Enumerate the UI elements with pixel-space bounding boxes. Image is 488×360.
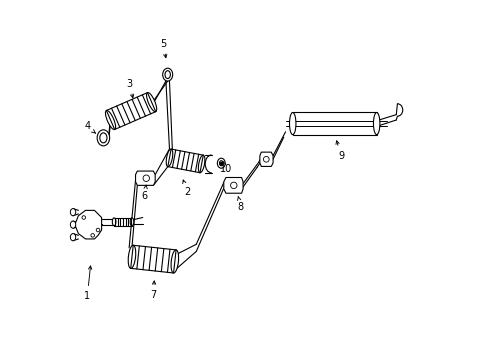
Ellipse shape [166,149,172,167]
Ellipse shape [128,245,136,268]
Ellipse shape [70,208,76,216]
Ellipse shape [263,157,268,162]
Ellipse shape [373,112,379,135]
Text: 5: 5 [160,39,166,58]
Bar [106,93,156,130]
Text: 4: 4 [84,121,95,133]
Ellipse shape [198,155,204,173]
Text: 7: 7 [150,281,156,300]
Ellipse shape [70,221,76,228]
Bar [292,112,376,135]
Text: 9: 9 [335,141,344,161]
Ellipse shape [70,234,76,241]
Text: 2: 2 [183,180,190,197]
Polygon shape [75,210,102,239]
Ellipse shape [171,250,178,273]
Text: 8: 8 [237,196,244,212]
Ellipse shape [164,71,170,78]
Ellipse shape [82,216,85,219]
Ellipse shape [97,130,109,146]
Ellipse shape [163,68,172,81]
Text: 10: 10 [219,161,232,174]
Ellipse shape [91,234,94,237]
Text: 6: 6 [141,185,147,201]
Ellipse shape [105,111,115,130]
Ellipse shape [217,158,225,168]
Ellipse shape [96,228,100,232]
Bar [130,245,176,273]
Ellipse shape [130,218,134,226]
Text: 3: 3 [126,78,133,98]
Ellipse shape [219,161,223,166]
Ellipse shape [230,182,237,189]
Ellipse shape [289,112,295,135]
Text: 1: 1 [84,266,92,301]
Ellipse shape [146,93,156,112]
Polygon shape [135,171,155,185]
Bar [167,149,203,173]
Ellipse shape [100,133,107,143]
Bar [114,218,132,226]
Ellipse shape [143,175,149,181]
Polygon shape [224,177,243,193]
Polygon shape [259,152,272,166]
Ellipse shape [112,218,116,226]
